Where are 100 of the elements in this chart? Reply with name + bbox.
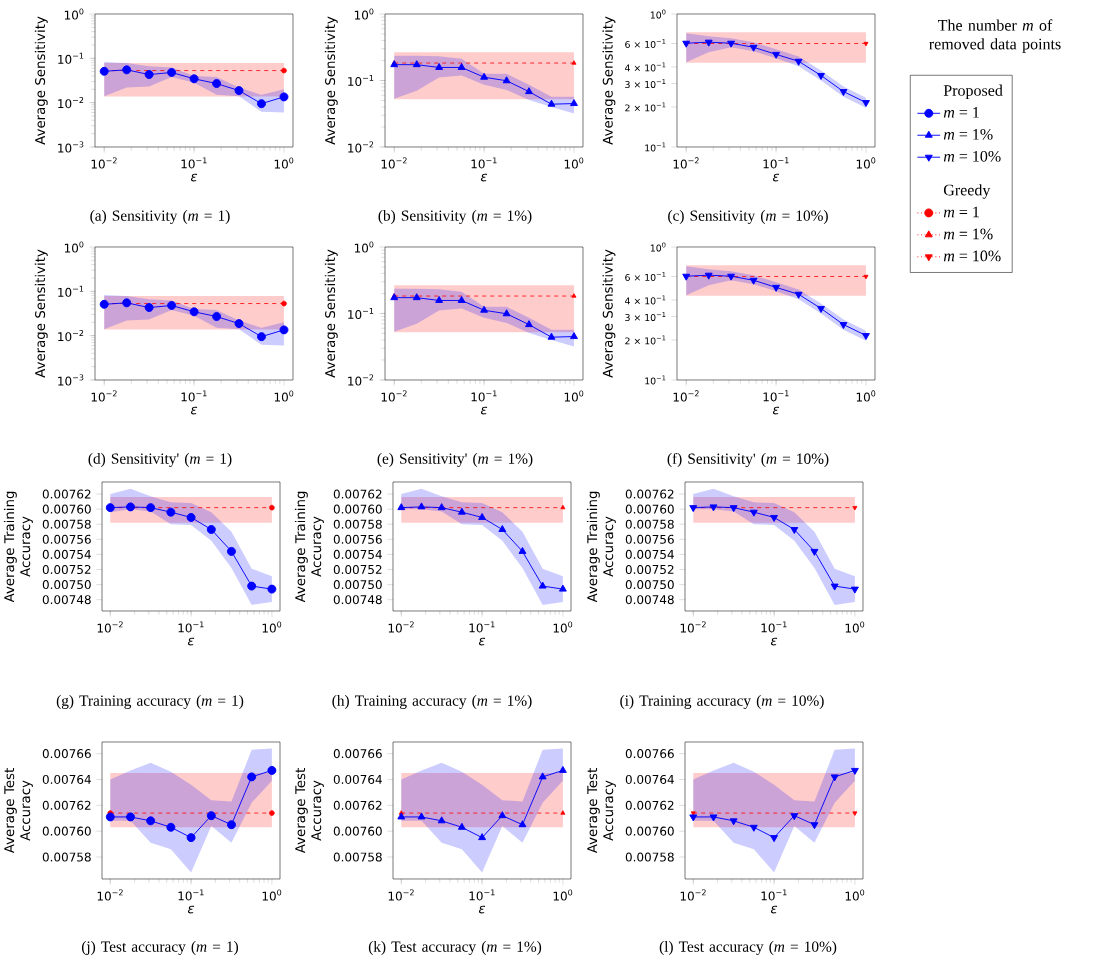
x-tick-label: 10$^{−1}$ [469, 889, 495, 901]
y-tick-label: 0.00754 [42, 549, 91, 559]
y-tick-label: 0.00758 [42, 852, 91, 862]
y-tick-label: 0.00748 [42, 595, 91, 605]
y-tick-label: 10$^{−1}$ [58, 52, 84, 64]
x-tick-label: 10$^{0}$ [274, 390, 294, 402]
x-tick-label: 10$^{−2}$ [381, 390, 407, 402]
x-axis-title: ε [478, 637, 486, 646]
y-tick-label: 0.00766 [625, 749, 674, 759]
y-tick-label: 0.00766 [42, 749, 91, 759]
y-tick-label: 10$^{0}$ [650, 9, 666, 19]
x-tick-label: 10$^{0}$ [553, 621, 573, 633]
y-tick-label: 10$^{−2}$ [348, 141, 374, 153]
y-tick-label: 0.00764 [42, 774, 91, 784]
legend-label: m = 10% [943, 250, 1001, 262]
x-axis-title: ε [770, 637, 778, 646]
x-axis-title: ε [187, 905, 195, 914]
y-tick-label: 0.00752 [333, 564, 382, 575]
y-tick-label: 0.00758 [333, 519, 382, 529]
text: (e) Sensitivity' (m = 1%) [377, 453, 533, 467]
x-tick-label: 10$^{−1}$ [763, 390, 789, 402]
x-tick-label: 10$^{−2}$ [91, 390, 117, 402]
y-tick-label: 0.00756 [625, 534, 674, 544]
y-tick-label: 0.00764 [625, 774, 674, 784]
x-tick-label: 10$^{−2}$ [680, 621, 706, 633]
text: (l) Test accuracy (m = 10%) [659, 941, 837, 955]
x-tick-label: 10$^{−2}$ [381, 157, 407, 169]
y-axis-title: Average Sensitivity [602, 16, 616, 145]
y-tick-label: 0.00764 [333, 774, 382, 784]
legend-label: m = 1 [943, 206, 979, 218]
x-tick-label: 10$^{−1}$ [761, 889, 787, 901]
y-tick-label: 0.00752 [625, 564, 674, 575]
y-tick-label: 0.00750 [42, 580, 91, 590]
y-tick-label: 10$^{0}$ [354, 8, 374, 20]
y-tick-label: 10$^{−3}$ [58, 141, 84, 153]
y-axis-title: Average Training Accuracy [3, 491, 33, 603]
x-tick-label: 10$^{−2}$ [680, 889, 706, 901]
y-tick-label: 6 × 10$^{−1}$ [625, 271, 666, 281]
x-tick-label: 10$^{−1}$ [763, 157, 789, 169]
text: (a) Sensitivity (m = 1) [90, 210, 230, 224]
text: (k) Test accuracy (m = 1%) [368, 941, 542, 955]
y-axis-title: Average Test Accuracy [4, 768, 33, 854]
y-tick-label: 0.00758 [625, 519, 674, 529]
x-tick-label: 10$^{−2}$ [388, 889, 414, 901]
legend-label: m = 1% [943, 128, 993, 140]
x-tick-label: 10$^{−1}$ [181, 390, 207, 402]
x-tick-label: 10$^{0}$ [856, 157, 876, 169]
y-tick-label: 0.00760 [333, 504, 382, 514]
y-tick-label: 3 × 10$^{−1}$ [625, 79, 666, 89]
y-tick-label: 10$^{0}$ [64, 8, 84, 20]
y-tick-label: 0.00760 [625, 826, 674, 836]
y-tick-label: 0.00762 [333, 489, 382, 499]
text: (f) Sensitivity' (m = 10%) [667, 452, 829, 468]
y-tick-label: 6 × 10$^{−1}$ [625, 38, 666, 48]
y-tick-label: 0.00760 [42, 826, 91, 836]
x-tick-label: 10$^{−2}$ [91, 157, 117, 169]
y-axis-title: Average Test Accuracy [295, 768, 324, 854]
y-tick-label: 10$^{−1}$ [348, 74, 374, 87]
y-tick-label: 0.00762 [42, 800, 91, 810]
y-tick-label: 0.00754 [333, 549, 382, 559]
x-tick-label: 10$^{−1}$ [178, 621, 204, 633]
y-tick-label: 10$^{−1}$ [58, 285, 84, 297]
legend-title: The number m of removed data points [929, 19, 1061, 53]
y-tick-label: 10$^{−2}$ [348, 374, 374, 386]
y-tick-label: 0.00756 [42, 534, 91, 544]
y-axis-title: Average Test Accuracy [587, 768, 616, 854]
y-axis-title: Average Sensitivity [34, 249, 48, 378]
text: (g) Training accuracy (m = 1) [56, 695, 244, 709]
y-tick-label: 0.00758 [625, 852, 674, 862]
text: (b) Sensitivity (m = 1%) [378, 210, 532, 224]
x-axis-title: ε [770, 905, 778, 914]
y-tick-label: 0.00760 [625, 504, 674, 514]
x-axis-title: ε [187, 637, 195, 646]
x-tick-label: 10$^{0}$ [564, 157, 584, 169]
x-tick-label: 10$^{−2}$ [673, 390, 699, 402]
y-axis-title: Average Training Accuracy [586, 491, 616, 603]
x-tick-label: 10$^{−1}$ [469, 621, 495, 633]
y-axis-title: Average Sensitivity [602, 249, 616, 378]
x-axis-title: ε [772, 173, 780, 182]
x-tick-label: 10$^{0}$ [845, 621, 865, 633]
x-tick-label: 10$^{0}$ [845, 889, 865, 901]
y-tick-label: 10$^{−1}$ [348, 307, 374, 320]
y-axis-title: Average Sensitivity [324, 16, 338, 145]
y-tick-label: 4 × 10$^{−1}$ [625, 295, 666, 305]
x-axis-title: ε [480, 406, 488, 415]
x-axis-title: ε [190, 173, 198, 182]
y-tick-label: 0.00750 [333, 580, 382, 590]
y-axis-title: Average Sensitivity [324, 249, 338, 378]
y-tick-label: 3 × 10$^{−1}$ [625, 312, 666, 322]
x-axis-title: ε [480, 173, 488, 182]
x-tick-label: 10$^{0}$ [274, 157, 294, 169]
text: (d) Sensitivity' (m = 1) [88, 453, 232, 467]
text: Greedy [943, 184, 991, 199]
legend-label: m = 1 [943, 107, 979, 118]
legend-label: m = 10% [943, 150, 1001, 162]
y-tick-label: 0.00762 [625, 489, 674, 499]
y-tick-label: 0.00762 [625, 800, 674, 810]
x-tick-label: 10$^{−1}$ [471, 390, 497, 402]
text: Proposed [943, 84, 1003, 100]
y-tick-label: 4 × 10$^{−1}$ [625, 62, 666, 72]
